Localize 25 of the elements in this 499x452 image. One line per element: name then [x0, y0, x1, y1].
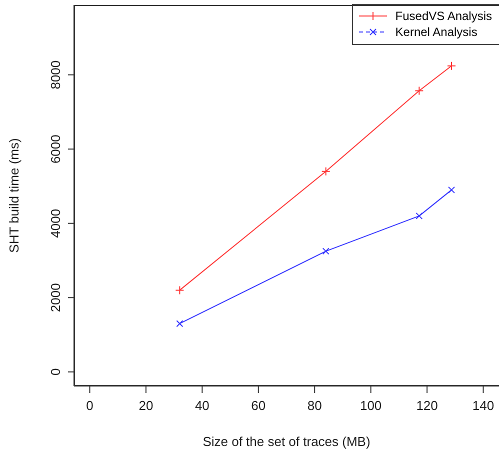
x-tick-label: 20: [138, 398, 154, 414]
y-tick-label: 6000: [48, 134, 63, 164]
point: [414, 86, 424, 96]
point: [176, 320, 184, 328]
point: [322, 248, 330, 255]
x-tick-label: 80: [307, 398, 322, 414]
x-tick-label: 40: [194, 398, 210, 414]
point: [321, 166, 330, 176]
x-tick-label: 60: [251, 398, 266, 414]
y-tick-label: 0: [48, 368, 63, 376]
y-tick-label: 4000: [48, 208, 63, 238]
x-tick-label: 100: [360, 398, 382, 414]
point: [446, 61, 456, 70]
x-tick-label: 140: [472, 398, 494, 414]
legend-label: FusedVS Analysis: [395, 9, 492, 23]
y-axis-title: SHT build time (ms): [6, 138, 22, 253]
y-tick-label: 8000: [48, 60, 63, 90]
point: [175, 286, 184, 295]
x-tick-label: 120: [416, 398, 438, 414]
point: [416, 212, 423, 220]
point: [448, 186, 455, 194]
x-tick-label: 0: [86, 398, 94, 414]
legend-label: Kernel Analysis: [395, 25, 478, 39]
y-tick-label: 2000: [48, 283, 63, 312]
x-axis-title: Size of the set of traces (MB): [202, 434, 370, 449]
